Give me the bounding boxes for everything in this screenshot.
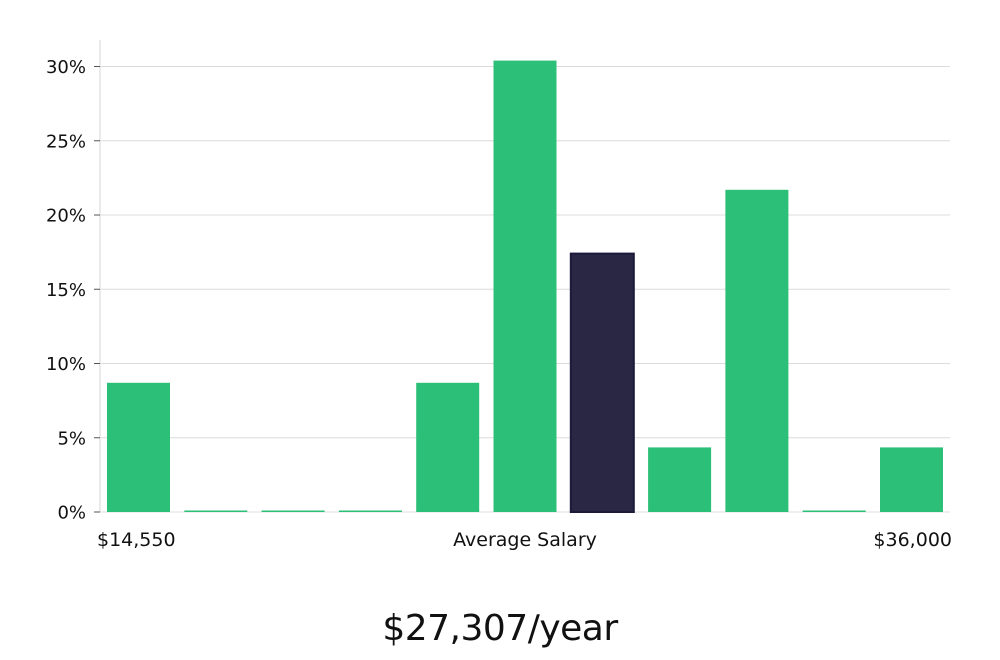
- y-tick-label: 5%: [57, 428, 86, 449]
- bar: [725, 189, 789, 513]
- bars: [107, 60, 943, 513]
- x-axis-min-label: $14,550: [97, 529, 176, 551]
- average-salary-value: $27,307/year: [382, 608, 618, 649]
- y-tick-label: 10%: [46, 354, 86, 375]
- bar: [880, 447, 943, 512]
- y-tick-label: 30%: [46, 57, 86, 78]
- y-tick-label: 0%: [57, 503, 86, 524]
- x-axis-title: Average Salary: [453, 529, 597, 551]
- bar: [416, 382, 480, 512]
- bar: [107, 382, 170, 512]
- bar: [261, 510, 325, 512]
- bar: [338, 510, 402, 512]
- y-axis-ticks: 0% 5% 10% 15% 20% 25% 30%: [46, 57, 100, 524]
- bar: [493, 60, 557, 512]
- bar: [184, 510, 248, 512]
- x-axis-max-label: $36,000: [873, 529, 952, 551]
- y-tick-label: 20%: [46, 206, 86, 227]
- bar: [648, 447, 712, 512]
- bar-highlight-average: [569, 252, 635, 513]
- y-tick-label: 25%: [46, 131, 86, 152]
- y-tick-label: 15%: [46, 280, 86, 301]
- bar: [802, 510, 866, 512]
- salary-histogram: 0% 5% 10% 15% 20% 25% 30%: [46, 40, 950, 524]
